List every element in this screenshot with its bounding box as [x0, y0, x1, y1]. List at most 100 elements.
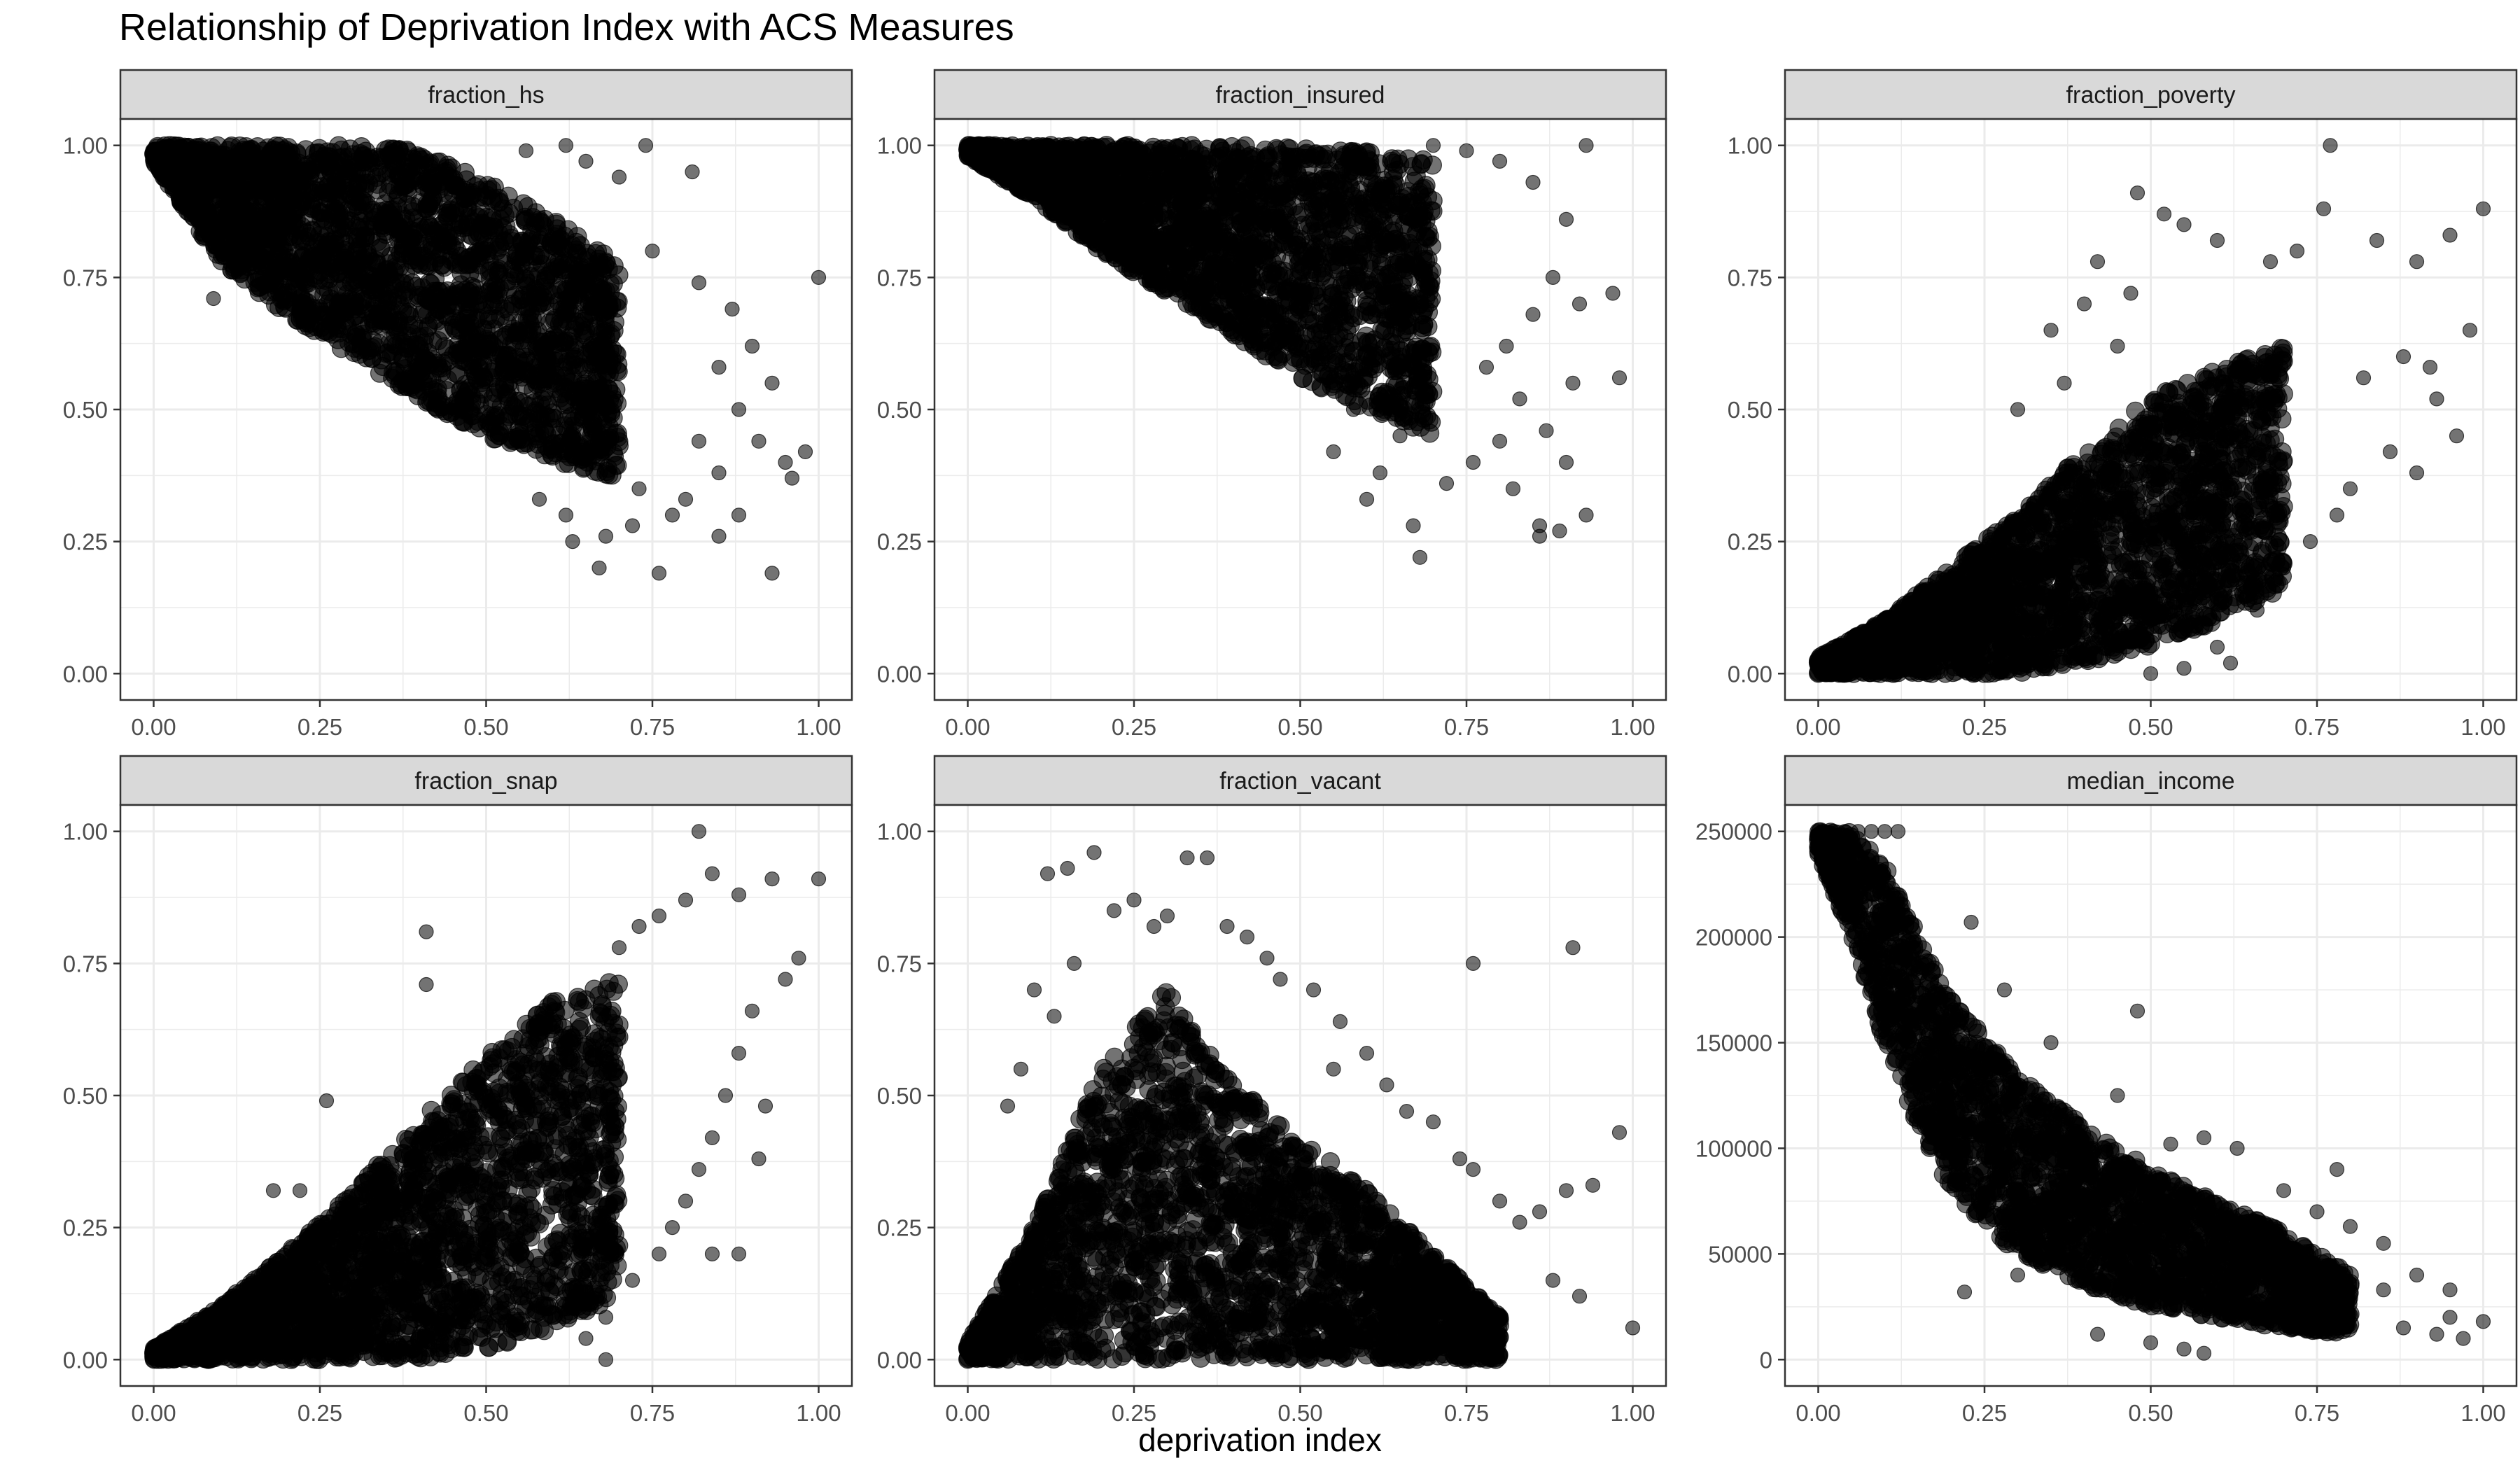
data-point: [342, 295, 361, 314]
facet-strip-label: fraction_insured: [1216, 82, 1385, 108]
data-point: [318, 149, 339, 169]
data-point: [558, 138, 574, 153]
data-point: [631, 481, 647, 496]
data-point: [624, 518, 640, 533]
data-point: [502, 430, 522, 450]
data-point: [468, 358, 489, 378]
data-point: [510, 391, 529, 412]
data-point: [604, 321, 624, 340]
data-point: [1280, 277, 1300, 297]
data-point: [448, 340, 468, 360]
data-point: [731, 507, 747, 523]
data-point: [744, 338, 760, 354]
data-point: [428, 223, 448, 243]
data-point: [470, 290, 489, 310]
data-point: [489, 188, 509, 208]
data-point: [459, 379, 479, 398]
data-point: [558, 507, 574, 523]
data-point: [317, 240, 337, 260]
data-point: [557, 410, 577, 429]
data-point: [512, 232, 531, 251]
data-point: [784, 470, 800, 486]
data-point: [303, 298, 323, 318]
data-point: [516, 209, 536, 230]
data-point: [598, 528, 614, 544]
data-point: [386, 326, 405, 345]
data-point: [402, 273, 422, 293]
data-point: [214, 227, 233, 246]
data-point: [212, 200, 232, 219]
data-point: [260, 218, 279, 239]
data-point: [731, 402, 747, 417]
data-point: [1399, 149, 1418, 169]
x-tick-label: 0.75: [630, 714, 675, 740]
data-point: [577, 370, 596, 389]
data-point: [593, 377, 612, 398]
data-point: [258, 138, 278, 158]
data-point: [553, 254, 573, 274]
data-point: [526, 440, 546, 459]
data-point: [764, 375, 780, 391]
data-point: [565, 533, 580, 550]
facet-panel-fraction-insured: fraction_insured0.000.250.500.751.000.00…: [877, 69, 1667, 740]
data-point: [444, 318, 464, 338]
data-point: [245, 272, 265, 292]
data-point: [428, 293, 448, 312]
data-point: [608, 456, 627, 475]
data-point: [494, 352, 514, 372]
data-point: [536, 267, 556, 287]
data-point: [691, 275, 707, 290]
data-point: [449, 215, 470, 234]
data-point: [1404, 417, 1423, 437]
facet-strip: [933, 69, 1667, 120]
data-point: [778, 454, 793, 470]
data-point: [379, 265, 399, 285]
data-point: [452, 412, 472, 431]
data-point: [578, 153, 594, 169]
data-point: [711, 465, 727, 481]
data-point: [651, 566, 667, 581]
data-point: [608, 292, 628, 312]
data-point: [751, 433, 766, 449]
data-point: [1205, 307, 1226, 326]
data-point: [764, 566, 780, 581]
x-tick-label: 0.25: [298, 714, 342, 740]
data-point: [591, 439, 610, 458]
facet-panel-fraction-hs: fraction_hs0.000.250.500.751.000.00 0.25 0…: [63, 69, 853, 740]
data-point: [486, 428, 505, 449]
data-point: [503, 296, 523, 316]
data-point: [592, 560, 607, 576]
data-point: [428, 175, 448, 195]
data-point: [530, 365, 550, 385]
data-point: [585, 461, 605, 481]
y-tick-label: 0.50: [63, 397, 108, 423]
data-point: [811, 270, 827, 285]
data-point: [292, 165, 312, 185]
scatter-points: [144, 136, 827, 581]
data-point: [489, 265, 508, 284]
data-point: [148, 136, 167, 156]
x-tick-label: 1.00: [796, 714, 841, 740]
data-point: [496, 326, 517, 345]
data-point: [337, 217, 357, 237]
data-point: [265, 295, 286, 314]
scatter-points: [958, 136, 1628, 565]
data-point: [410, 246, 430, 266]
data-point: [237, 203, 256, 223]
data-point: [206, 290, 221, 307]
data-point: [355, 226, 374, 246]
data-point: [564, 444, 583, 464]
data-point: [1423, 382, 1443, 402]
y-tick-label: 0.25: [63, 529, 108, 555]
data-point: [664, 507, 680, 523]
data-point: [393, 349, 413, 368]
data-point: [295, 272, 315, 291]
data-point: [354, 203, 373, 223]
data-point: [544, 433, 564, 454]
data-point: [526, 280, 545, 300]
data-point: [231, 183, 251, 203]
data-point: [578, 400, 597, 421]
x-tick-label: 0.00: [131, 714, 176, 740]
data-point: [174, 137, 194, 157]
